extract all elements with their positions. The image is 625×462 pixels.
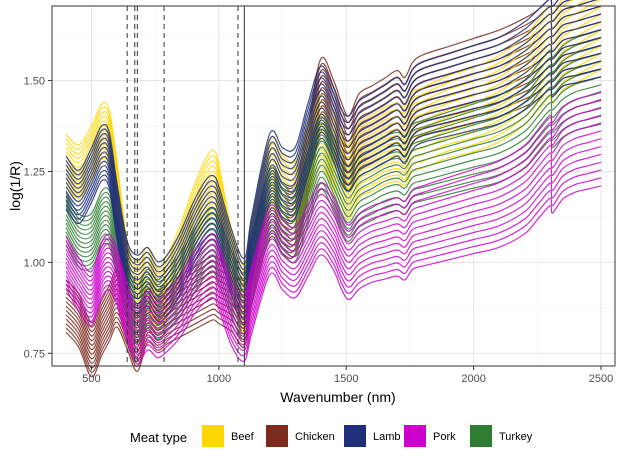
spectrum-line-pork — [65, 106, 602, 317]
legend-label: Lamb — [373, 431, 401, 443]
legend-item-turkey: Turkey — [470, 425, 533, 447]
reference-lines — [126, 6, 245, 366]
legend-swatch — [344, 425, 366, 447]
spectrum-line-beef — [65, 0, 601, 285]
legend-swatch — [404, 425, 426, 447]
spectrum-line-lamb — [65, 0, 559, 263]
series-pork — [65, 91, 602, 365]
legend: Meat type Beef Chicken Lamb Pork Turkey — [130, 425, 533, 447]
x-axis: 500 1000 1500 2000 2500 — [82, 366, 613, 385]
legend-item-beef: Beef — [202, 425, 255, 447]
spectrum-line-pork — [65, 153, 602, 346]
spectrum-line-turkey — [65, 68, 602, 309]
spectrum-line-beef — [65, 0, 563, 270]
spectrum-line-pork — [65, 146, 602, 341]
spectrum-line-turkey — [65, 92, 602, 324]
legend-item-pork: Pork — [404, 425, 456, 447]
spectrum-line-pork — [65, 185, 602, 365]
spectrum-line-pork — [65, 122, 602, 326]
spectrum-line-pork — [65, 177, 602, 360]
spectrum-line-pork — [65, 161, 602, 351]
legend-label: Pork — [433, 431, 456, 443]
y-tick-label: 1.00 — [24, 257, 45, 269]
y-tick-label: 1.50 — [24, 76, 45, 88]
spectrum-line-pork — [65, 130, 602, 331]
x-axis-title: Wavenumber (nm) — [280, 389, 395, 405]
y-tick-label: 1.25 — [24, 166, 45, 178]
spectrum-line-pork — [65, 91, 602, 307]
spectrum-line-lamb — [65, 13, 602, 283]
legend-title: Meat type — [130, 430, 187, 445]
x-tick-label: 2000 — [461, 373, 485, 385]
spectrum-line-lamb — [65, 21, 602, 288]
legend-label: Turkey — [499, 431, 533, 443]
y-tick-label: 0.75 — [24, 348, 45, 360]
spectrum-line-pork — [65, 114, 602, 322]
legend-item-lamb: Lamb — [344, 425, 401, 447]
spectrum-line-turkey — [65, 76, 602, 314]
spectrum-line-lamb — [65, 36, 602, 298]
x-tick-label: 2500 — [589, 373, 613, 385]
spectrum-line-turkey — [65, 84, 602, 319]
legend-swatch — [202, 425, 224, 447]
spectrum-line-lamb — [65, 52, 602, 309]
y-axis: 0.75 1.00 1.25 1.50 — [24, 76, 52, 360]
spectra-curves — [65, 0, 602, 378]
spectrum-line-lamb — [65, 0, 572, 268]
legend-label: Chicken — [295, 431, 335, 443]
legend-label: Beef — [231, 431, 255, 443]
plot-border — [51, 5, 616, 367]
spectrum-line-pork — [65, 98, 602, 312]
y-axis-title: log(1/R) — [7, 161, 23, 211]
legend-swatch — [470, 425, 492, 447]
spectrum-line-beef — [65, 6, 602, 290]
spectrum-line-beef — [65, 0, 588, 280]
spectrum-line-lamb — [65, 44, 602, 304]
panel-border-rect — [51, 5, 616, 367]
x-tick-label: 1000 — [207, 373, 231, 385]
x-tick-label: 1500 — [334, 373, 358, 385]
x-tick-label: 500 — [82, 373, 100, 385]
legend-item-chicken: Chicken — [266, 425, 335, 447]
spectrum-line-lamb — [65, 0, 598, 273]
spectrum-line-beef — [65, 0, 575, 275]
spectrum-line-pork — [65, 169, 602, 355]
spectrum-line-lamb — [65, 5, 602, 278]
spectrum-line-pork — [65, 138, 602, 336]
spectrum-line-lamb — [65, 29, 602, 293]
legend-swatch — [266, 425, 288, 447]
